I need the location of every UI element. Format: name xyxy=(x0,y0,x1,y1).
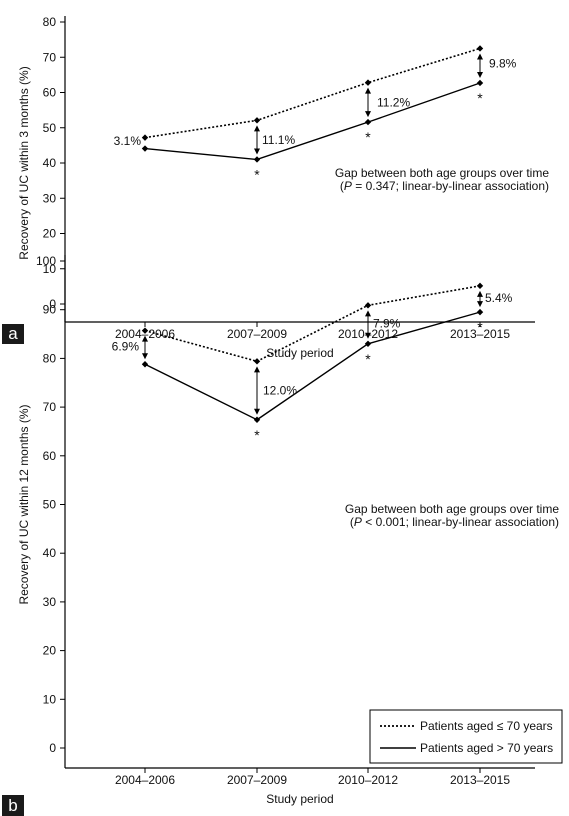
y-tick-label: 60 xyxy=(43,86,57,100)
y-tick-label: 70 xyxy=(43,50,57,64)
data-point-series-0 xyxy=(364,79,372,86)
panel-badge-label: b xyxy=(8,796,17,815)
series-line-0 xyxy=(144,285,481,363)
legend-label-series-1: Patients aged > 70 years xyxy=(420,741,553,755)
gap-arrow-head xyxy=(254,366,260,373)
significance-marker: * xyxy=(477,90,483,106)
y-tick-label: 0 xyxy=(49,741,56,755)
data-point-series-1 xyxy=(253,156,261,163)
significance-marker: * xyxy=(365,129,371,145)
gap-label: 11.1% xyxy=(262,133,295,147)
x-axis-title: Study period xyxy=(266,346,333,360)
y-tick-label: 100 xyxy=(36,254,56,268)
gap-arrow-head xyxy=(477,301,483,308)
data-point-series-0 xyxy=(141,134,149,141)
y-tick-label: 50 xyxy=(43,498,57,512)
gap-label: 9.8% xyxy=(489,57,517,71)
gap-trend-pvalue: (P < 0.001; linear-by-linear association… xyxy=(350,515,559,529)
x-tick-label: 2013–2015 xyxy=(450,327,510,341)
gap-arrow-head xyxy=(254,125,260,132)
series-line-1 xyxy=(144,311,481,421)
x-tick-label: 2007–2009 xyxy=(227,327,287,341)
x-tick-label: 2010–2012 xyxy=(338,773,398,787)
y-axis-title: Recovery of UC within 3 months (%) xyxy=(17,66,31,259)
data-point-series-0 xyxy=(476,45,484,52)
data-point-series-0 xyxy=(253,117,261,124)
data-point-series-0 xyxy=(364,302,372,309)
y-tick-label: 50 xyxy=(43,121,57,135)
significance-marker: * xyxy=(254,427,260,443)
data-point-series-1 xyxy=(476,79,484,87)
data-point-series-0 xyxy=(253,358,261,365)
gap-arrow-head xyxy=(142,335,148,342)
significance-marker: * xyxy=(477,319,483,335)
data-point-series-0 xyxy=(476,282,484,290)
y-tick-label: 10 xyxy=(43,262,57,276)
y-tick-label: 30 xyxy=(43,595,57,609)
gap-arrow-head xyxy=(254,148,260,155)
x-tick-label: 2007–2009 xyxy=(227,773,287,787)
panel-badge xyxy=(2,795,24,816)
gap-label: 11.2% xyxy=(377,95,410,109)
gap-arrow-head xyxy=(477,290,483,297)
y-axis-title: Recovery of UC within 12 months (%) xyxy=(17,404,31,604)
gap-arrow-head xyxy=(477,53,483,60)
data-point-series-0 xyxy=(141,327,149,334)
gap-label: 3.1% xyxy=(114,134,142,148)
legend-label-series-0: Patients aged ≤ 70 years xyxy=(420,719,553,733)
gap-arrow-head xyxy=(254,408,260,415)
gap-label: 5.4% xyxy=(485,291,513,305)
gap-trend-pvalue: (P = 0.347; linear-by-linear association… xyxy=(340,179,549,193)
y-tick-label: 30 xyxy=(43,191,57,205)
gap-arrow-head xyxy=(365,332,371,339)
data-point-series-1 xyxy=(364,340,372,347)
gap-arrow-head xyxy=(142,353,148,360)
x-tick-label: 2004–2006 xyxy=(115,327,175,341)
gap-arrow-head xyxy=(477,71,483,78)
significance-marker: * xyxy=(254,166,260,182)
series-line-0 xyxy=(144,47,481,139)
data-point-series-1 xyxy=(141,361,149,368)
data-point-series-1 xyxy=(141,145,149,152)
y-tick-label: 40 xyxy=(43,156,57,170)
y-tick-label: 0 xyxy=(49,297,56,311)
x-tick-label: 2013–2015 xyxy=(450,773,510,787)
data-point-series-1 xyxy=(364,118,372,126)
y-tick-label: 20 xyxy=(43,644,57,658)
y-tick-label: 80 xyxy=(43,15,57,29)
panel-badge-label: a xyxy=(8,324,18,343)
y-tick-label: 10 xyxy=(43,692,57,706)
y-tick-label: 80 xyxy=(43,351,57,365)
significance-marker: * xyxy=(365,351,371,367)
gap-trend-annotation: Gap between both age groups over time xyxy=(335,166,549,180)
gap-label: 6.9% xyxy=(112,339,140,353)
y-tick-label: 90 xyxy=(43,303,57,317)
gap-trend-annotation: Gap between both age groups over time xyxy=(345,502,559,516)
data-point-series-1 xyxy=(253,416,261,423)
y-tick-label: 60 xyxy=(43,449,57,463)
legend-box xyxy=(369,709,563,764)
series-line-1 xyxy=(144,82,481,161)
y-tick-label: 20 xyxy=(43,227,57,241)
data-point-series-1 xyxy=(476,308,484,316)
x-tick-label: 2004–2006 xyxy=(115,773,175,787)
gap-arrow-head xyxy=(365,111,371,118)
gap-arrow-head xyxy=(365,87,371,94)
panel-badge xyxy=(2,324,24,344)
x-axis-title: Study period xyxy=(266,792,333,806)
y-tick-label: 40 xyxy=(43,546,57,560)
gap-arrow-head xyxy=(365,310,371,317)
y-tick-label: 70 xyxy=(43,400,57,414)
panel-a: 010203040506070802004–20062007–20092010–… xyxy=(2,15,549,360)
gap-label: 12.0% xyxy=(263,384,297,398)
gap-label: 7.9% xyxy=(373,317,401,331)
